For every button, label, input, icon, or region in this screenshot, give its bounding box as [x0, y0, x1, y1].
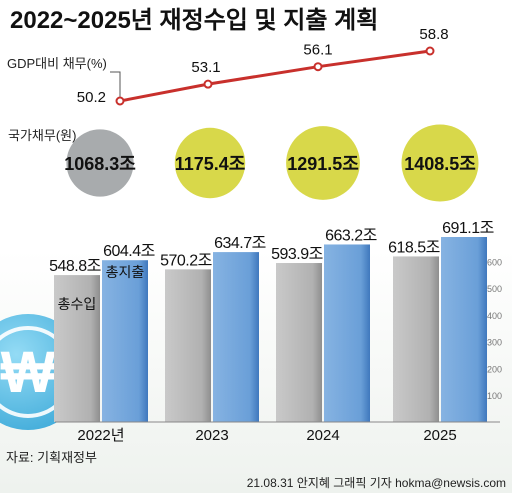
gdp-ratio-point [203, 79, 213, 89]
revenue-value-label: 593.9조 [271, 246, 323, 263]
gdp-ratio-value-label: 58.8 [419, 26, 448, 43]
national-debt-value-label: 1408.5조 [404, 154, 476, 174]
expenditure-value-label: 691.1조 [442, 220, 494, 237]
y-tick-label: 300 [487, 338, 502, 348]
national-debt-label: 국가채무(원) [8, 128, 76, 143]
expenditure-value-label: 634.7조 [214, 235, 266, 252]
chart-title: 2022~2025년 재정수입 및 지출 계획 [10, 7, 378, 34]
national-debt-bubble [174, 127, 246, 199]
expenditure-value-label: 604.4조 [103, 243, 155, 260]
y-tick-label: 200 [487, 364, 502, 374]
credit-text: 21.08.31 안지혜 그래픽 기자 hokma@newsis.com [247, 476, 506, 490]
national-debt-value-label: 1175.4조 [175, 154, 246, 174]
expenditure-bar [102, 260, 148, 422]
revenue-bar [54, 275, 100, 422]
gdp-ratio-point [115, 96, 125, 106]
x-tick-label: 2025 [423, 427, 456, 444]
gdp-ratio-value-label: 56.1 [303, 42, 332, 59]
expenditure-series-label: 총지출 [106, 264, 145, 280]
expenditure-bar [213, 252, 259, 422]
national-debt-bubble [286, 126, 360, 200]
gdp-ratio-value-label: 53.1 [191, 59, 220, 76]
y-axis: 100 200 300 400 500 600 [487, 257, 502, 401]
national-debt-series: 1068.3조 1175.4조 1291.5조 1408.5조 [64, 124, 479, 202]
y-tick-label: 400 [487, 311, 502, 321]
national-debt-bubble [401, 124, 479, 202]
gdp-ratio-value-label: 50.2 [77, 89, 106, 106]
x-axis-labels: 2022년 2023 2024 2025 [77, 427, 456, 444]
national-debt-bubble [66, 129, 134, 197]
gdp-ratio-series: 50.2 53.1 56.1 58.8 [77, 26, 449, 106]
revenue-series-label: 총수입 [58, 296, 97, 312]
y-tick-label: 100 [487, 391, 502, 401]
gdp-ratio-line [119, 49, 431, 103]
gdp-ratio-leader-line [110, 71, 121, 101]
gdp-ratio-point [313, 62, 323, 72]
national-debt-value-label: 1068.3조 [64, 154, 136, 174]
y-tick-label: 600 [487, 257, 502, 267]
revenue-bar [276, 263, 322, 422]
y-tick-label: 500 [487, 284, 502, 294]
expenditure-bar [324, 244, 370, 422]
revenue-value-label: 570.2조 [160, 252, 212, 269]
svg-text:₩: ₩ [1, 340, 56, 405]
revenue-bar [393, 256, 439, 422]
gdp-ratio-point [425, 46, 435, 56]
x-tick-label: 2024 [306, 427, 339, 444]
gdp-ratio-label: GDP대비 채무(%) [7, 56, 107, 71]
expenditure-bar [441, 237, 487, 422]
revenue-value-label: 618.5조 [388, 239, 440, 256]
expenditure-value-label: 663.2조 [325, 227, 377, 244]
x-tick-label: 2023 [195, 427, 228, 444]
national-debt-value-label: 1291.5조 [287, 154, 359, 174]
source-text: 자료: 기획재정부 [6, 450, 97, 465]
revenue-value-label: 548.8조 [49, 258, 101, 275]
revenue-bar [165, 269, 211, 422]
x-tick-label: 2022년 [77, 427, 124, 444]
